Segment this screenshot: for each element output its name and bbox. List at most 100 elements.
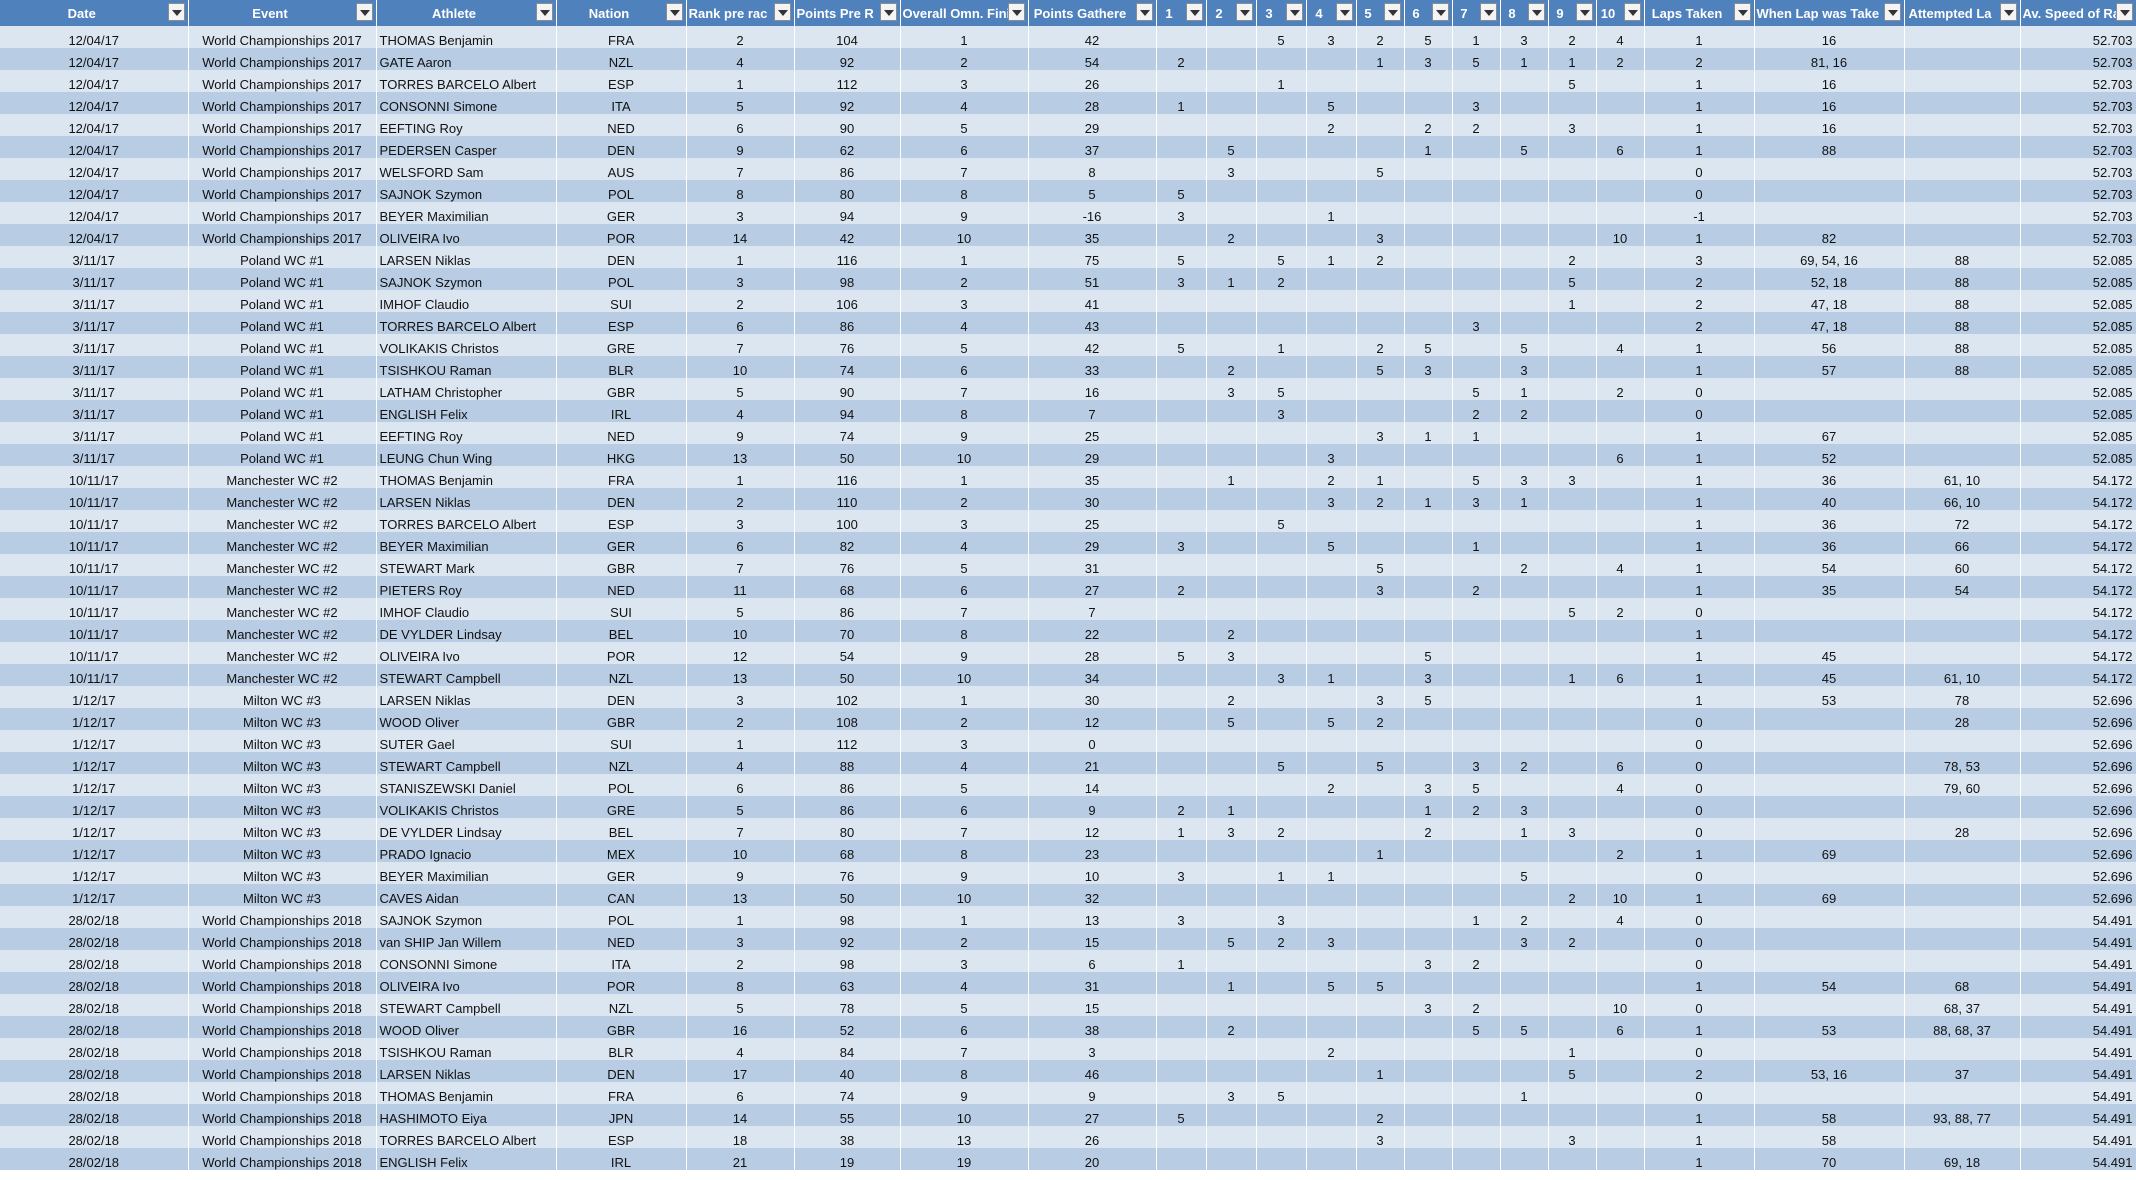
cell-sprint-5[interactable] xyxy=(1356,92,1405,114)
cell-sprint-1[interactable] xyxy=(1156,620,1207,642)
cell-rank-pre-race[interactable]: 7 xyxy=(686,554,795,576)
cell-rank-pre-race[interactable]: 14 xyxy=(686,1104,795,1126)
cell-sprint-8[interactable] xyxy=(1500,1126,1549,1148)
cell-sprint-10[interactable]: 4 xyxy=(1596,774,1645,796)
cell-points-gathered[interactable]: 42 xyxy=(1028,26,1157,48)
cell-sprint-1[interactable] xyxy=(1156,730,1207,752)
cell-sprint-5[interactable] xyxy=(1356,642,1405,664)
cell-nation[interactable]: GER xyxy=(556,862,687,884)
cell-rank-pre-race[interactable]: 11 xyxy=(686,576,795,598)
cell-rank-pre-race[interactable]: 8 xyxy=(686,180,795,202)
cell-sprint-10[interactable] xyxy=(1596,466,1645,488)
cell-overall-finish[interactable]: 10 xyxy=(900,444,1029,466)
cell-when-lap-taken[interactable] xyxy=(1754,400,1905,422)
cell-sprint-8[interactable]: 2 xyxy=(1500,752,1549,774)
cell-sprint-8[interactable] xyxy=(1500,884,1549,906)
cell-nation[interactable]: DEN xyxy=(556,686,687,708)
cell-laps-taken[interactable]: 0 xyxy=(1644,774,1755,796)
cell-sprint-3[interactable]: 5 xyxy=(1256,752,1307,774)
cell-sprint-1[interactable] xyxy=(1156,752,1207,774)
cell-sprint-5[interactable] xyxy=(1356,180,1405,202)
filter-dropdown-icon[interactable] xyxy=(1431,3,1449,21)
cell-overall-finish[interactable]: 4 xyxy=(900,312,1029,334)
cell-date[interactable]: 3/11/17 xyxy=(0,422,189,444)
cell-sprint-1[interactable]: 1 xyxy=(1156,92,1207,114)
cell-rank-pre-race[interactable]: 8 xyxy=(686,972,795,994)
cell-overall-finish[interactable]: 2 xyxy=(900,488,1029,510)
cell-sprint-2[interactable]: 5 xyxy=(1206,136,1257,158)
cell-sprint-7[interactable] xyxy=(1452,246,1501,268)
cell-points-gathered[interactable]: 28 xyxy=(1028,642,1157,664)
cell-sprint-2[interactable] xyxy=(1206,180,1257,202)
cell-avg-speed[interactable]: 52.696 xyxy=(2020,840,2136,862)
cell-nation[interactable]: AUS xyxy=(556,158,687,180)
cell-sprint-6[interactable]: 5 xyxy=(1404,686,1453,708)
cell-sprint-5[interactable] xyxy=(1356,818,1405,840)
cell-avg-speed[interactable]: 52.703 xyxy=(2020,26,2136,48)
cell-laps-taken[interactable]: 1 xyxy=(1644,972,1755,994)
cell-sprint-4[interactable]: 1 xyxy=(1306,202,1357,224)
cell-sprint-4[interactable] xyxy=(1306,1148,1357,1170)
cell-points-gathered[interactable]: 8 xyxy=(1028,158,1157,180)
cell-sprint-1[interactable] xyxy=(1156,312,1207,334)
cell-sprint-5[interactable] xyxy=(1356,378,1405,400)
cell-sprint-3[interactable]: 2 xyxy=(1256,818,1307,840)
cell-points-gathered[interactable]: 33 xyxy=(1028,356,1157,378)
cell-sprint-8[interactable] xyxy=(1500,642,1549,664)
cell-nation[interactable]: GBR xyxy=(556,708,687,730)
cell-sprint-1[interactable] xyxy=(1156,488,1207,510)
cell-sprint-9[interactable]: 2 xyxy=(1548,928,1597,950)
cell-sprint-7[interactable] xyxy=(1452,268,1501,290)
cell-when-lap-taken[interactable]: 82 xyxy=(1754,224,1905,246)
cell-sprint-4[interactable]: 2 xyxy=(1306,114,1357,136)
cell-athlete[interactable]: EEFTING Roy xyxy=(376,114,557,136)
cell-points-gathered[interactable]: 16 xyxy=(1028,378,1157,400)
cell-sprint-3[interactable] xyxy=(1256,466,1307,488)
cell-points-gathered[interactable]: 14 xyxy=(1028,774,1157,796)
cell-sprint-7[interactable] xyxy=(1452,224,1501,246)
cell-sprint-3[interactable] xyxy=(1256,48,1307,70)
cell-rank-pre-race[interactable]: 5 xyxy=(686,92,795,114)
column-header[interactable]: 5 xyxy=(1356,0,1405,26)
cell-avg-speed[interactable]: 54.172 xyxy=(2020,466,2136,488)
column-header[interactable]: 9 xyxy=(1548,0,1597,26)
cell-sprint-8[interactable] xyxy=(1500,114,1549,136)
cell-sprint-4[interactable]: 3 xyxy=(1306,928,1357,950)
cell-date[interactable]: 10/11/17 xyxy=(0,620,189,642)
cell-rank-pre-race[interactable]: 4 xyxy=(686,1038,795,1060)
cell-sprint-3[interactable] xyxy=(1256,532,1307,554)
cell-sprint-8[interactable] xyxy=(1500,532,1549,554)
filter-dropdown-icon[interactable] xyxy=(1999,3,2017,21)
cell-athlete[interactable]: SAJNOK Szymon xyxy=(376,180,557,202)
cell-attempted-laps[interactable] xyxy=(1904,1082,2021,1104)
cell-points-pre-race[interactable]: 106 xyxy=(794,290,901,312)
cell-sprint-10[interactable] xyxy=(1596,950,1645,972)
cell-sprint-6[interactable] xyxy=(1404,752,1453,774)
cell-points-gathered[interactable]: 29 xyxy=(1028,532,1157,554)
cell-avg-speed[interactable]: 52.703 xyxy=(2020,224,2136,246)
cell-when-lap-taken[interactable]: 16 xyxy=(1754,70,1905,92)
cell-points-gathered[interactable]: 3 xyxy=(1028,1038,1157,1060)
cell-attempted-laps[interactable] xyxy=(1904,796,2021,818)
cell-sprint-1[interactable] xyxy=(1156,224,1207,246)
cell-avg-speed[interactable]: 52.703 xyxy=(2020,136,2136,158)
cell-avg-speed[interactable]: 54.172 xyxy=(2020,598,2136,620)
cell-athlete[interactable]: CONSONNI Simone xyxy=(376,950,557,972)
cell-overall-finish[interactable]: 8 xyxy=(900,840,1029,862)
cell-sprint-2[interactable] xyxy=(1206,400,1257,422)
cell-avg-speed[interactable]: 52.085 xyxy=(2020,378,2136,400)
cell-event[interactable]: World Championships 2018 xyxy=(188,906,377,928)
cell-sprint-6[interactable] xyxy=(1404,1148,1453,1170)
cell-sprint-3[interactable] xyxy=(1256,488,1307,510)
cell-date[interactable]: 12/04/17 xyxy=(0,114,189,136)
cell-sprint-7[interactable] xyxy=(1452,730,1501,752)
cell-points-gathered[interactable]: 0 xyxy=(1028,730,1157,752)
cell-points-gathered[interactable]: 9 xyxy=(1028,796,1157,818)
cell-sprint-3[interactable] xyxy=(1256,1060,1307,1082)
cell-rank-pre-race[interactable]: 6 xyxy=(686,312,795,334)
column-header[interactable]: Points Pre R xyxy=(794,0,901,26)
cell-sprint-8[interactable]: 3 xyxy=(1500,928,1549,950)
cell-athlete[interactable]: LARSEN Niklas xyxy=(376,1060,557,1082)
cell-when-lap-taken[interactable]: 70 xyxy=(1754,1148,1905,1170)
cell-avg-speed[interactable]: 52.696 xyxy=(2020,862,2136,884)
